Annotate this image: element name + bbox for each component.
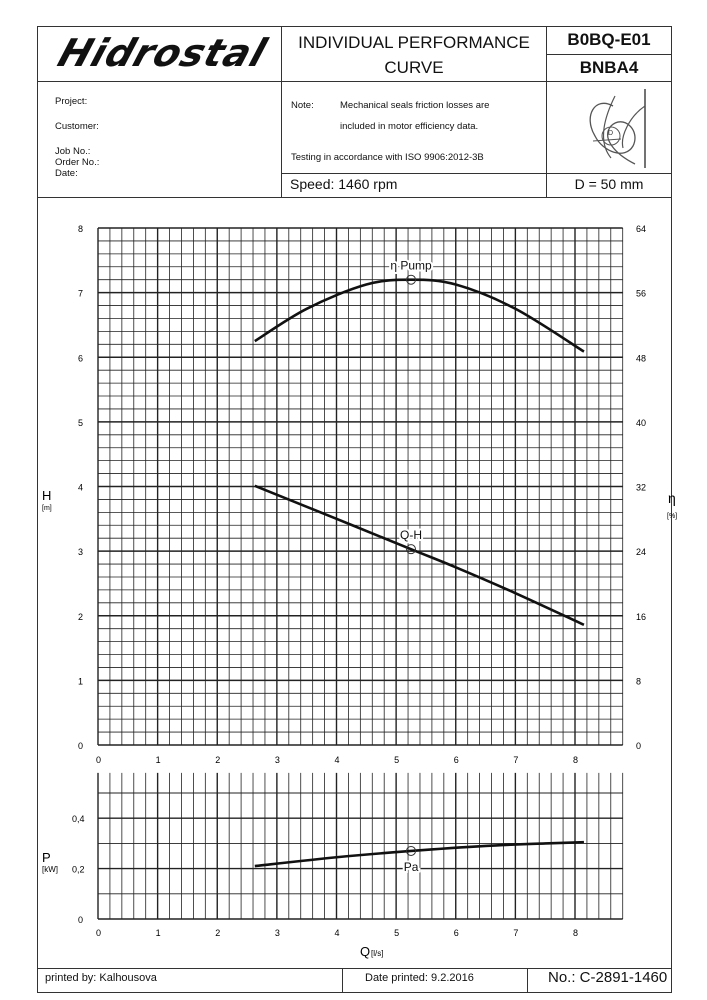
x-tick-label: 2 (215, 928, 220, 938)
note-line-2: included in motor efficiency data. (340, 121, 479, 132)
y-tick-label: 2 (78, 612, 83, 622)
divider (37, 197, 672, 198)
y-axis-label: H (42, 488, 51, 503)
sheet-frame (37, 26, 672, 993)
x-tick-label: 7 (513, 928, 518, 938)
y2-tick-label: 64 (636, 224, 646, 234)
title-line-1: INDIVIDUAL PERFORMANCE (298, 33, 530, 52)
impeller-diameter: D = 50 mm (574, 176, 644, 192)
impeller-code: BNBA4 (579, 58, 639, 77)
note-label: Note: (291, 100, 314, 111)
impeller-drawing: D (589, 89, 646, 168)
date-printed: Date printed: 9.2.2016 (365, 972, 474, 984)
date-label: Date: (55, 168, 78, 179)
divider (281, 26, 282, 197)
order-no-label: Order No.: (55, 157, 100, 168)
y2-tick-label: 16 (636, 612, 646, 622)
pump-code: B0BQ-E01 (567, 30, 651, 49)
y-tick-label: 0 (78, 915, 83, 925)
x-tick-label: 0 (96, 928, 101, 938)
title-line-2: CURVE (384, 58, 444, 77)
note-line-1: Mechanical seals friction losses are (340, 100, 490, 111)
impeller-diameter-mark: D (608, 130, 613, 137)
y-tick-label: 1 (78, 676, 83, 686)
x-tick-label: 4 (335, 755, 340, 765)
operating-point-marker (406, 544, 417, 555)
x-tick-label: 1 (156, 928, 161, 938)
x-tick-label: 5 (394, 928, 399, 938)
y-tick-label: 3 (78, 547, 83, 557)
job-no-label: Job No.: (55, 146, 91, 157)
x-tick-label: 7 (513, 755, 518, 765)
x-tick-label: 3 (275, 928, 280, 938)
series-label: Pa (404, 860, 419, 874)
y-tick-label: 4 (78, 483, 83, 493)
testing-standard: Testing in accordance with ISO 9906:2012… (291, 152, 484, 163)
x-tick-label: 2 (215, 755, 220, 765)
x-tick-label: 1 (156, 755, 161, 765)
y2-axis-unit: [%] (667, 513, 677, 520)
divider (527, 968, 528, 993)
operating-point-marker (406, 845, 417, 856)
y2-tick-label: 48 (636, 353, 646, 363)
y2-tick-label: 8 (636, 676, 641, 686)
x-tick-label: 6 (454, 755, 459, 765)
x-tick-label: 8 (573, 928, 578, 938)
power-curve (254, 840, 584, 868)
y2-tick-label: 56 (636, 289, 646, 299)
y-axis-unit: [kW] (42, 865, 58, 874)
x-axis-unit: [l/s] (371, 949, 383, 958)
document-number: No.: C-2891-1460 (548, 969, 668, 986)
operating-point-marker (406, 274, 417, 285)
divider (37, 81, 672, 82)
x-tick-label: 5 (394, 755, 399, 765)
y2-tick-label: 40 (636, 418, 646, 428)
y-axis-label: P (42, 850, 51, 865)
y-tick-label: 5 (78, 418, 83, 428)
x-tick-label: 8 (573, 755, 578, 765)
x-tick-label: 6 (454, 928, 459, 938)
speed: Speed: 1460 rpm (290, 176, 398, 192)
x-tick-label: 4 (335, 928, 340, 938)
x-tick-label: 0 (96, 755, 101, 765)
document-title: INDIVIDUAL PERFORMANCE CURVE (282, 30, 546, 80)
y2-tick-label: 0 (636, 741, 641, 751)
divider (281, 173, 672, 174)
divider (546, 54, 672, 55)
series-label: η Pump (390, 259, 432, 273)
y-tick-label: 8 (78, 224, 83, 234)
y-tick-label: 0 (78, 741, 83, 751)
divider (546, 26, 547, 197)
y2-tick-label: 32 (636, 483, 646, 493)
series-label: Q-H (400, 528, 422, 542)
printed-by: printed by: Kalhousova (45, 972, 157, 984)
x-axis-label: Q (360, 944, 370, 959)
y2-tick-label: 24 (636, 547, 646, 557)
divider (342, 968, 343, 993)
y-tick-label: 6 (78, 353, 83, 363)
y-axis-unit: [m] (42, 505, 52, 512)
y-tick-label: 0,4 (72, 814, 85, 824)
y-tick-label: 0,2 (72, 865, 85, 875)
y2-axis-label: η (668, 490, 676, 506)
project-label: Project: (55, 96, 88, 107)
customer-label: Customer: (55, 121, 99, 132)
head-curve (254, 484, 585, 626)
efficiency-curve (254, 278, 585, 353)
x-tick-label: 3 (275, 755, 280, 765)
divider (37, 968, 672, 969)
y-tick-label: 7 (78, 289, 83, 299)
